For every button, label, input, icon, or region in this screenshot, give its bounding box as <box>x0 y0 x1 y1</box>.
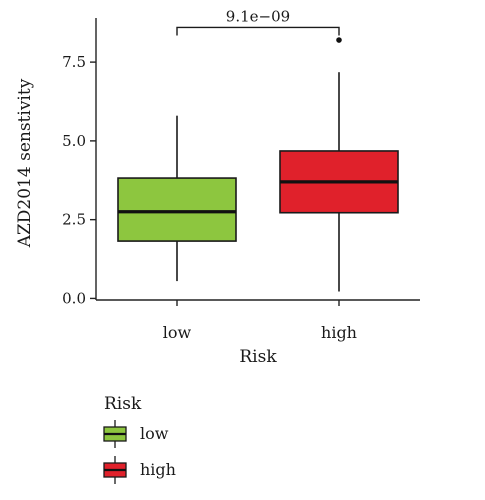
y-tick-label: 0.0 <box>62 289 86 307</box>
legend-label: high <box>140 460 176 479</box>
legend-title: Risk <box>104 394 142 414</box>
y-axis-label: AZD2014 senstivity <box>15 78 35 248</box>
y-tick-label: 5.0 <box>62 132 86 150</box>
significance-annotation: 9.1e−09 <box>176 7 340 36</box>
axes <box>95 18 420 301</box>
y-ticks: 0.0 2.5 5.0 7.5 <box>62 53 96 307</box>
significance-bracket <box>176 26 340 36</box>
legend-entry-high: high <box>103 456 176 484</box>
x-tick-label: low <box>163 323 192 342</box>
box-low <box>117 115 237 282</box>
y-tick-label: 2.5 <box>62 211 86 229</box>
outlier-point <box>336 37 342 43</box>
boxes <box>117 37 399 292</box>
y-tick-label: 7.5 <box>62 53 86 71</box>
legend-entry-low: low <box>103 420 169 448</box>
iqr-box <box>117 177 237 242</box>
legend-label: low <box>140 424 169 443</box>
x-tick-label: high <box>321 323 357 342</box>
box-high <box>279 37 399 292</box>
legend: Risk low high <box>103 394 176 484</box>
x-ticks: low high <box>163 300 357 342</box>
p-value-label: 9.1e−09 <box>226 7 290 25</box>
x-axis-label: Risk <box>239 347 277 367</box>
